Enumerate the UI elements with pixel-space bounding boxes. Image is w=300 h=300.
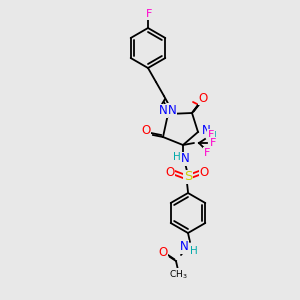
Text: O: O xyxy=(198,92,208,104)
Text: N: N xyxy=(159,104,167,118)
Text: F: F xyxy=(204,148,210,158)
Text: H: H xyxy=(173,152,181,162)
Text: O: O xyxy=(200,167,208,179)
Text: N: N xyxy=(168,103,176,116)
Text: N: N xyxy=(180,241,188,254)
Text: H: H xyxy=(190,246,198,256)
Text: S: S xyxy=(184,170,192,184)
Text: O: O xyxy=(141,124,151,136)
Text: N: N xyxy=(202,124,210,136)
Text: N: N xyxy=(181,152,189,166)
Text: O: O xyxy=(165,167,175,179)
Text: F: F xyxy=(208,130,214,140)
Text: H: H xyxy=(209,131,217,141)
Text: O: O xyxy=(158,247,168,260)
Text: $\mathregular{CH_3}$: $\mathregular{CH_3}$ xyxy=(169,269,187,281)
Text: F: F xyxy=(146,9,152,19)
Text: F: F xyxy=(210,138,216,148)
